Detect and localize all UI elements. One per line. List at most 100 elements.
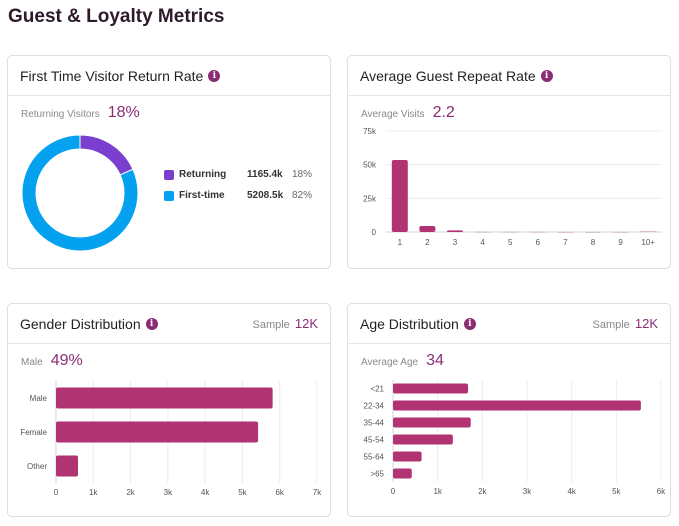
bar-22-34 [393, 400, 641, 411]
gender-card: Gender Distribution i Sample 12K Male 49%… [7, 303, 331, 517]
bar-4 [474, 231, 491, 233]
bar-Male [56, 387, 273, 409]
x-tick-label: 9 [618, 238, 623, 247]
bar-6 [529, 231, 546, 233]
return-rate-card: First Time Visitor Return Rate i Returnin… [7, 55, 331, 269]
card-title: Age Distribution [360, 315, 459, 332]
y-tick-label: <21 [370, 385, 384, 394]
returning-swatch [164, 169, 174, 180]
kpi-label: Male [21, 357, 43, 368]
bar-35-44 [393, 417, 471, 428]
bar-3 [447, 230, 463, 232]
x-tick-label: 2 [425, 238, 430, 247]
x-tick-label: 5k [612, 487, 621, 496]
y-tick-label: 0 [372, 228, 377, 237]
bar-8 [585, 231, 601, 233]
kpi-value: 18% [107, 104, 140, 121]
x-tick-label: 6 [536, 238, 541, 247]
card-title: First Time Visitor Return Rate [20, 67, 204, 84]
kpi-label: Returning Visitors [21, 109, 100, 120]
first-time-swatch [164, 190, 174, 201]
x-tick-label: 5 [508, 238, 513, 247]
info-icon[interactable]: i [540, 69, 553, 82]
bar-7 [557, 231, 574, 233]
legend-label: First-time [179, 190, 225, 201]
page-title: Guest & Loyalty Metrics [8, 6, 225, 27]
card-header: First Time Visitor Return Rate i [8, 56, 330, 96]
x-tick-label: 4k [567, 487, 576, 496]
bar-Female [56, 421, 259, 443]
sample-label: Sample [252, 319, 290, 331]
x-tick-label: 7 [563, 238, 568, 247]
kpi: Average Age 34 [361, 352, 444, 370]
legend-pct: 18% [292, 169, 313, 180]
repeat-rate-chart: 0 25k 50k 75k 1 2 3 4 5 6 7 8 9 10+ [363, 127, 662, 247]
x-tick-label: 6k [657, 487, 666, 496]
y-tick-label: 45-54 [364, 436, 385, 445]
kpi: Average Visits 2.2 [361, 104, 455, 122]
bar-2 [419, 225, 436, 232]
kpi-value: 34 [426, 352, 444, 369]
sample-value: 12K [634, 316, 658, 331]
x-tick-label: 5k [238, 488, 247, 497]
y-tick-label: 50k [363, 161, 377, 170]
x-tick-label: 2k [478, 487, 487, 496]
x-tick-label: 0 [391, 487, 396, 496]
bar-<21 [393, 383, 469, 394]
y-tick-label: Other [27, 462, 47, 471]
legend-value: 5208.5k [247, 190, 284, 201]
legend-item-first-time[interactable]: First-time 5208.5k 82% [164, 185, 312, 206]
card-title: Average Guest Repeat Rate [360, 67, 536, 84]
sample-value: 12K [294, 316, 318, 331]
x-tick-label: 7k [313, 488, 322, 497]
x-tick-label: 2k [126, 488, 135, 497]
y-tick-label: 35-44 [364, 419, 385, 428]
x-tick-label: 3k [164, 488, 173, 497]
legend-label: Returning [179, 169, 227, 180]
bar-1 [391, 159, 408, 232]
x-tick-label: 4k [201, 488, 210, 497]
x-tick-label: 3k [523, 487, 532, 496]
x-tick-label: 1 [398, 238, 403, 247]
card-header: Average Guest Repeat Rate i [348, 56, 670, 96]
y-tick-label: 75k [363, 127, 377, 136]
card-header: Gender Distribution i Sample 12K [8, 304, 330, 344]
card-title: Gender Distribution [20, 315, 141, 332]
bar-45-54 [393, 434, 453, 445]
y-tick-label: 22-34 [364, 402, 385, 411]
bar-Other [56, 455, 78, 477]
kpi-value: 49% [50, 352, 83, 369]
legend-value: 1165.4k [247, 169, 283, 180]
bar-5 [502, 231, 519, 233]
info-icon[interactable]: i [208, 69, 221, 82]
kpi-label: Average Visits [361, 109, 425, 120]
x-tick-label: 0 [54, 488, 59, 497]
kpi-value: 2.2 [432, 104, 455, 121]
x-tick-label: 6k [275, 488, 284, 497]
x-tick-label: 8 [591, 238, 596, 247]
donut-slice-returning [79, 134, 134, 176]
bar-55-64 [393, 451, 422, 462]
legend-pct: 82% [292, 190, 313, 201]
x-tick-label: 3 [453, 238, 458, 247]
x-tick-label: 10+ [641, 238, 655, 247]
gender-chart: 0 1k 2k 3k 4k 5k 6k 7k Male Female Other [20, 381, 322, 497]
legend-item-returning[interactable]: Returning 1165.4k 18% [164, 164, 312, 185]
card-header: Age Distribution i Sample 12K [348, 304, 670, 344]
bar->65 [393, 468, 412, 479]
donut-slice-first-time [21, 134, 139, 252]
kpi-label: Average Age [361, 357, 419, 368]
repeat-rate-card: Average Guest Repeat Rate i Average Visit… [347, 55, 671, 269]
y-tick-label: Female [20, 428, 47, 437]
sample-label: Sample [592, 319, 630, 331]
sample-size: Sample 12K [253, 316, 319, 331]
info-icon[interactable]: i [145, 317, 158, 330]
x-tick-label: 1k [89, 488, 98, 497]
info-icon[interactable]: i [463, 317, 476, 330]
legend: Returning 1165.4k 18% First-time 5208.5k… [164, 164, 312, 206]
donut-chart [21, 134, 139, 252]
kpi: Male 49% [21, 352, 83, 370]
y-tick-label: 25k [363, 194, 377, 203]
y-tick-label: 55-64 [364, 453, 385, 462]
sample-size: Sample 12K [593, 316, 659, 331]
